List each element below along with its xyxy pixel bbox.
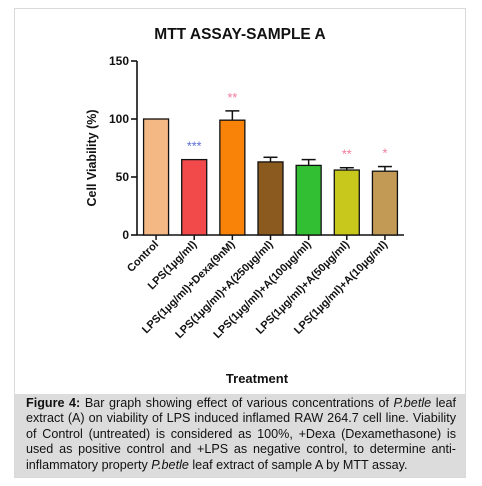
caption-text-1: Bar graph showing effect of various conc… [80,396,394,410]
x-tick-label: Control [125,239,161,275]
y-tick-label: 0 [122,228,129,242]
bar-chart: MTT ASSAY-SAMPLE A Cell Viability (%) Tr… [85,26,404,386]
y-axis-title: Cell Viability (%) [85,109,99,206]
chart-title: MTT ASSAY-SAMPLE A [154,26,325,43]
y-tick-label: 50 [116,170,130,184]
bar [219,119,246,236]
y-tick-label: 100 [109,112,129,126]
caption-label: Figure 4: [26,396,81,410]
figure-caption: Figure 4: Bar graph showing effect of va… [26,396,456,473]
caption-species-1: P.betle [393,396,432,410]
significance-mark: ** [342,148,352,162]
significance-mark: ** [227,91,237,105]
bar [371,170,399,236]
bar [257,161,284,236]
significance-mark: *** [187,140,202,154]
caption-text-2: leaf extract (A) on viability of LPS ind… [26,396,457,472]
bar [142,118,170,236]
caption-species-2: P.betle [151,457,189,472]
bar [181,158,208,236]
y-tick-label: 150 [109,54,129,68]
bar [295,164,322,236]
x-axis-title: Treatment [226,371,289,386]
bar [333,169,360,236]
caption-background [15,394,465,477]
significance-mark: * [382,147,387,161]
caption-text-3: leaf extract of sample A by MTT assay. [188,457,408,472]
